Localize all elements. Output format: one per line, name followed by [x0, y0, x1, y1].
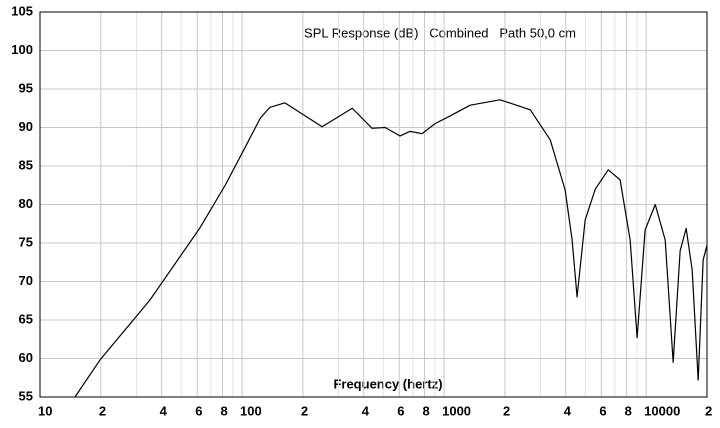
x-tick-label: 4	[564, 403, 572, 418]
x-tick-label: 8	[220, 403, 227, 418]
x-tick-label: 100	[240, 403, 262, 418]
plot-frame	[39, 11, 708, 398]
y-tick-label: 55	[19, 388, 33, 403]
y-tick-label: 95	[19, 80, 33, 95]
x-tick-label: 4	[362, 403, 370, 418]
x-tick-label: 8	[625, 403, 632, 418]
x-tick-label: 8	[423, 403, 430, 418]
x-tick-label: 1000	[442, 403, 471, 418]
y-tick-label: 70	[19, 273, 33, 288]
x-tick-label: 6	[599, 403, 606, 418]
y-tick-label: 65	[19, 311, 33, 326]
response-curve	[74, 99, 708, 398]
x-tick-label: 2	[99, 403, 106, 418]
x-tick-label: 6	[195, 403, 202, 418]
chart-title: SPL Response (dB) Combined Path 50,0 cm	[304, 25, 576, 40]
x-tick-label: 10000	[644, 403, 680, 418]
x-tick-label: 6	[397, 403, 404, 418]
y-tick-label: 60	[19, 350, 33, 365]
x-tick-label: 2	[503, 403, 510, 418]
y-tick-label: 105	[11, 3, 33, 18]
x-tick-label: 2	[301, 403, 308, 418]
y-tick-label: 75	[19, 234, 33, 249]
y-tick-label: 85	[19, 157, 33, 172]
x-axis-label: Frequency (hertz)	[333, 376, 442, 391]
x-tick-label: 10	[38, 403, 52, 418]
y-tick-label: 80	[19, 196, 33, 211]
x-tick-label: 2	[705, 403, 712, 418]
y-tick-label: 100	[11, 42, 33, 57]
y-tick-label: 90	[19, 119, 33, 134]
x-tick-label: 4	[160, 403, 168, 418]
